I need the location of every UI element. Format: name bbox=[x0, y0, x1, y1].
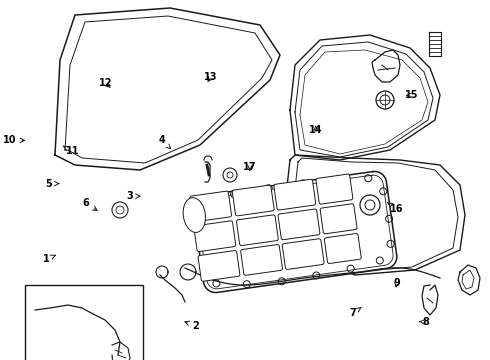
FancyBboxPatch shape bbox=[278, 209, 320, 240]
Text: 1: 1 bbox=[43, 254, 55, 264]
Text: 8: 8 bbox=[420, 317, 430, 327]
Text: 5: 5 bbox=[46, 179, 59, 189]
Polygon shape bbox=[55, 8, 280, 170]
Text: 7: 7 bbox=[349, 307, 361, 318]
Polygon shape bbox=[290, 35, 440, 160]
Text: 17: 17 bbox=[243, 162, 257, 172]
Text: 16: 16 bbox=[388, 202, 404, 214]
Text: 15: 15 bbox=[405, 90, 418, 100]
FancyBboxPatch shape bbox=[241, 244, 282, 275]
FancyBboxPatch shape bbox=[324, 234, 361, 264]
FancyBboxPatch shape bbox=[198, 251, 240, 281]
FancyBboxPatch shape bbox=[194, 221, 236, 252]
Text: 11: 11 bbox=[63, 146, 79, 156]
Text: 3: 3 bbox=[126, 191, 140, 201]
Bar bbox=[25, 285, 143, 360]
Text: 14: 14 bbox=[309, 125, 323, 135]
Text: 10: 10 bbox=[3, 135, 25, 145]
Text: 6: 6 bbox=[82, 198, 97, 210]
Text: 2: 2 bbox=[185, 321, 199, 331]
Text: 9: 9 bbox=[393, 278, 400, 288]
Ellipse shape bbox=[183, 198, 205, 233]
FancyBboxPatch shape bbox=[237, 215, 278, 246]
Text: 12: 12 bbox=[98, 78, 112, 88]
Polygon shape bbox=[285, 155, 465, 275]
FancyBboxPatch shape bbox=[274, 179, 316, 210]
Text: 13: 13 bbox=[204, 72, 218, 82]
FancyBboxPatch shape bbox=[190, 191, 231, 222]
Polygon shape bbox=[193, 171, 397, 293]
FancyBboxPatch shape bbox=[320, 204, 357, 234]
FancyBboxPatch shape bbox=[316, 174, 353, 204]
FancyBboxPatch shape bbox=[232, 185, 274, 216]
FancyBboxPatch shape bbox=[282, 239, 324, 269]
Text: 4: 4 bbox=[158, 135, 171, 149]
